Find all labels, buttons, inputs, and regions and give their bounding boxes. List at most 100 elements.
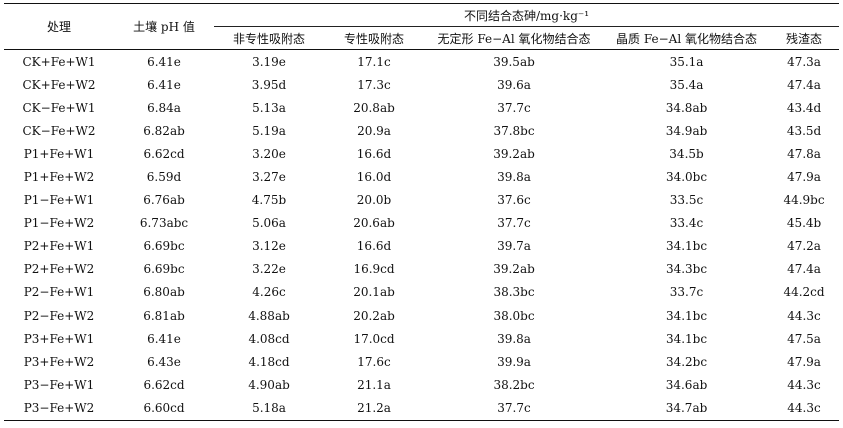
cell-treatment: P3+Fe+W1	[23, 331, 95, 346]
cell-crystalline: 34.2bc	[665, 354, 708, 369]
cell-crystalline: 34.1bc	[665, 331, 708, 346]
table-row: P2−Fe+W1 6.80ab 4.26c 20.1ab 38.3bc 33.7c 44.2…	[4, 281, 839, 304]
cell-ph: 6.69bc	[143, 262, 185, 277]
cell-amorphous: 37.7c	[497, 100, 531, 115]
cell-residual: 44.3c	[787, 377, 821, 392]
table-row: P3−Fe+W1 6.62cd 4.90ab 21.1a 38.2bc 34.6ab 44.…	[4, 373, 839, 396]
cell-specific: 20.9a	[357, 123, 391, 138]
cell-crystalline: 34.5b	[669, 146, 704, 161]
cell-ph: 6.80ab	[143, 285, 185, 300]
header-ph: 土壤 pH 值	[133, 20, 195, 34]
cell-crystalline: 34.6ab	[665, 377, 708, 392]
cell-treatment: P1−Fe+W2	[23, 216, 95, 231]
cell-residual: 44.9bc	[783, 193, 825, 208]
cell-residual: 47.2a	[787, 239, 821, 254]
header-col-amorphous: 无定形 Fe−Al 氧化物结合态	[437, 31, 591, 46]
cell-ph: 6.69bc	[143, 239, 185, 254]
cell-specific: 20.2ab	[353, 308, 395, 323]
cell-nonspecific: 5.13a	[252, 100, 286, 115]
cell-specific: 20.8ab	[353, 100, 395, 115]
header-treatment: 处理	[46, 20, 71, 34]
cell-ph: 6.41e	[147, 54, 181, 69]
cell-residual: 43.4d	[786, 100, 822, 115]
cell-treatment: CK−Fe+W1	[22, 100, 96, 115]
cell-amorphous: 39.8a	[497, 331, 531, 346]
cell-nonspecific: 5.19a	[252, 123, 286, 138]
cell-nonspecific: 4.88ab	[248, 308, 290, 323]
cell-ph: 6.60cd	[143, 400, 185, 415]
table-row: P2+Fe+W2 6.69bc 3.22e 16.9cd 39.2ab 34.3bc 47.…	[4, 258, 839, 281]
table-row: P1+Fe+W2 6.59d 3.27e 16.0d 39.8a 34.0bc 47.9a	[4, 165, 839, 188]
cell-nonspecific: 5.18a	[252, 400, 286, 415]
cell-residual: 47.9a	[787, 354, 821, 369]
cell-specific: 16.6d	[356, 146, 392, 161]
cell-crystalline: 35.1a	[669, 54, 704, 69]
cell-residual: 43.5d	[786, 123, 822, 138]
cell-amorphous: 39.2ab	[493, 146, 535, 161]
cell-nonspecific: 3.20e	[252, 146, 286, 161]
cell-crystalline: 35.4a	[669, 77, 704, 92]
header-col-crystalline: 晶质 Fe−Al 氧化物结合态	[616, 31, 757, 46]
cell-residual: 47.4a	[787, 262, 821, 277]
cell-crystalline: 34.8ab	[665, 100, 708, 115]
cell-residual: 47.4a	[787, 77, 821, 92]
cell-residual: 47.5a	[787, 331, 821, 346]
cell-treatment: P1+Fe+W1	[23, 146, 95, 161]
cell-crystalline: 34.0bc	[665, 170, 708, 185]
cell-residual: 44.2cd	[783, 285, 825, 300]
cell-nonspecific: 4.26c	[252, 285, 286, 300]
cell-ph: 6.59d	[146, 170, 182, 185]
header-col-nonspecific: 非专性吸附态	[232, 31, 305, 46]
cell-residual: 47.8a	[787, 146, 821, 161]
cell-nonspecific: 3.19e	[252, 54, 286, 69]
cell-residual: 44.3c	[787, 308, 821, 323]
cell-nonspecific: 5.06a	[252, 216, 286, 231]
table-row: P1+Fe+W1 6.62cd 3.20e 16.6d 39.2ab 34.5b 47.8a	[4, 142, 839, 165]
table-row: CK−Fe+W1 6.84a 5.13a 20.8ab 37.7c 34.8ab 43.4d	[4, 96, 839, 119]
table-row: CK+Fe+W2 6.41e 3.95d 17.3c 39.6a 35.4a 47.4a	[4, 73, 839, 96]
cell-nonspecific: 4.18cd	[248, 354, 290, 369]
cell-nonspecific: 3.22e	[252, 262, 286, 277]
cell-amorphous: 39.2ab	[493, 262, 535, 277]
cell-treatment: CK+Fe+W2	[22, 77, 96, 92]
table-header: 处理 土壤 pH 值 不同结合态砷/mg·kg⁻¹ 非专性吸附态 专性吸附态 无…	[4, 3, 840, 50]
cell-crystalline: 34.3bc	[665, 262, 708, 277]
cell-ph: 6.41e	[147, 331, 181, 346]
cell-specific: 16.6d	[356, 239, 392, 254]
cell-treatment: P3+Fe+W2	[23, 354, 95, 369]
cell-ph: 6.81ab	[143, 308, 185, 323]
cell-ph: 6.84a	[147, 100, 181, 115]
cell-specific: 20.6ab	[353, 216, 395, 231]
cell-nonspecific: 3.95d	[251, 77, 287, 92]
table-row: P2+Fe+W1 6.69bc 3.12e 16.6d 39.7a 34.1bc 47.2a	[4, 235, 839, 258]
header-col-specific: 专性吸附态	[343, 31, 404, 46]
header-arsenic-group: 不同结合态砷/mg·kg⁻¹	[214, 3, 840, 27]
table-row: P2−Fe+W2 6.81ab 4.88ab 20.2ab 38.0bc 34.1bc 44…	[4, 304, 839, 327]
cell-specific: 16.0d	[356, 170, 392, 185]
cell-specific: 17.6c	[357, 354, 391, 369]
table-row: P1−Fe+W1 6.76ab 4.75b 20.0b 37.6c 33.5c 44.9bc	[4, 189, 839, 212]
cell-specific: 21.1a	[357, 377, 391, 392]
cell-specific: 16.9cd	[353, 262, 395, 277]
cell-crystalline: 34.7ab	[665, 400, 708, 415]
cell-nonspecific: 4.08cd	[248, 331, 290, 346]
table-body: CK+Fe+W1 6.41e 3.19e 17.1c 39.5ab 35.1a 47.3a C…	[4, 50, 840, 420]
cell-specific: 20.1ab	[353, 285, 395, 300]
cell-specific: 21.2a	[357, 400, 391, 415]
cell-treatment: P2+Fe+W2	[23, 262, 95, 277]
cell-crystalline: 33.4c	[669, 216, 704, 231]
cell-amorphous: 39.6a	[497, 77, 531, 92]
cell-specific: 17.1c	[357, 54, 391, 69]
cell-treatment: P3−Fe+W2	[23, 400, 95, 415]
cell-amorphous: 39.5ab	[493, 54, 535, 69]
cell-treatment: P2+Fe+W1	[23, 239, 95, 254]
header-col-residual: 残渣态	[786, 31, 823, 46]
table-row: P3−Fe+W2 6.60cd 5.18a 21.2a 37.7c 34.7ab 44.3c	[4, 396, 839, 420]
cell-ph: 6.62cd	[143, 146, 185, 161]
cell-residual: 45.4b	[786, 216, 822, 231]
cell-crystalline: 34.1bc	[665, 239, 708, 254]
table-row: P1−Fe+W2 6.73abc 5.06a 20.6ab 37.7c 33.4c 45.4…	[4, 212, 839, 235]
table-row: CK+Fe+W1 6.41e 3.19e 17.1c 39.5ab 35.1a 47.3a	[4, 50, 839, 74]
cell-amorphous: 39.7a	[497, 239, 531, 254]
table-row: CK−Fe+W2 6.82ab 5.19a 20.9a 37.8bc 34.9ab 43.5…	[4, 119, 839, 142]
